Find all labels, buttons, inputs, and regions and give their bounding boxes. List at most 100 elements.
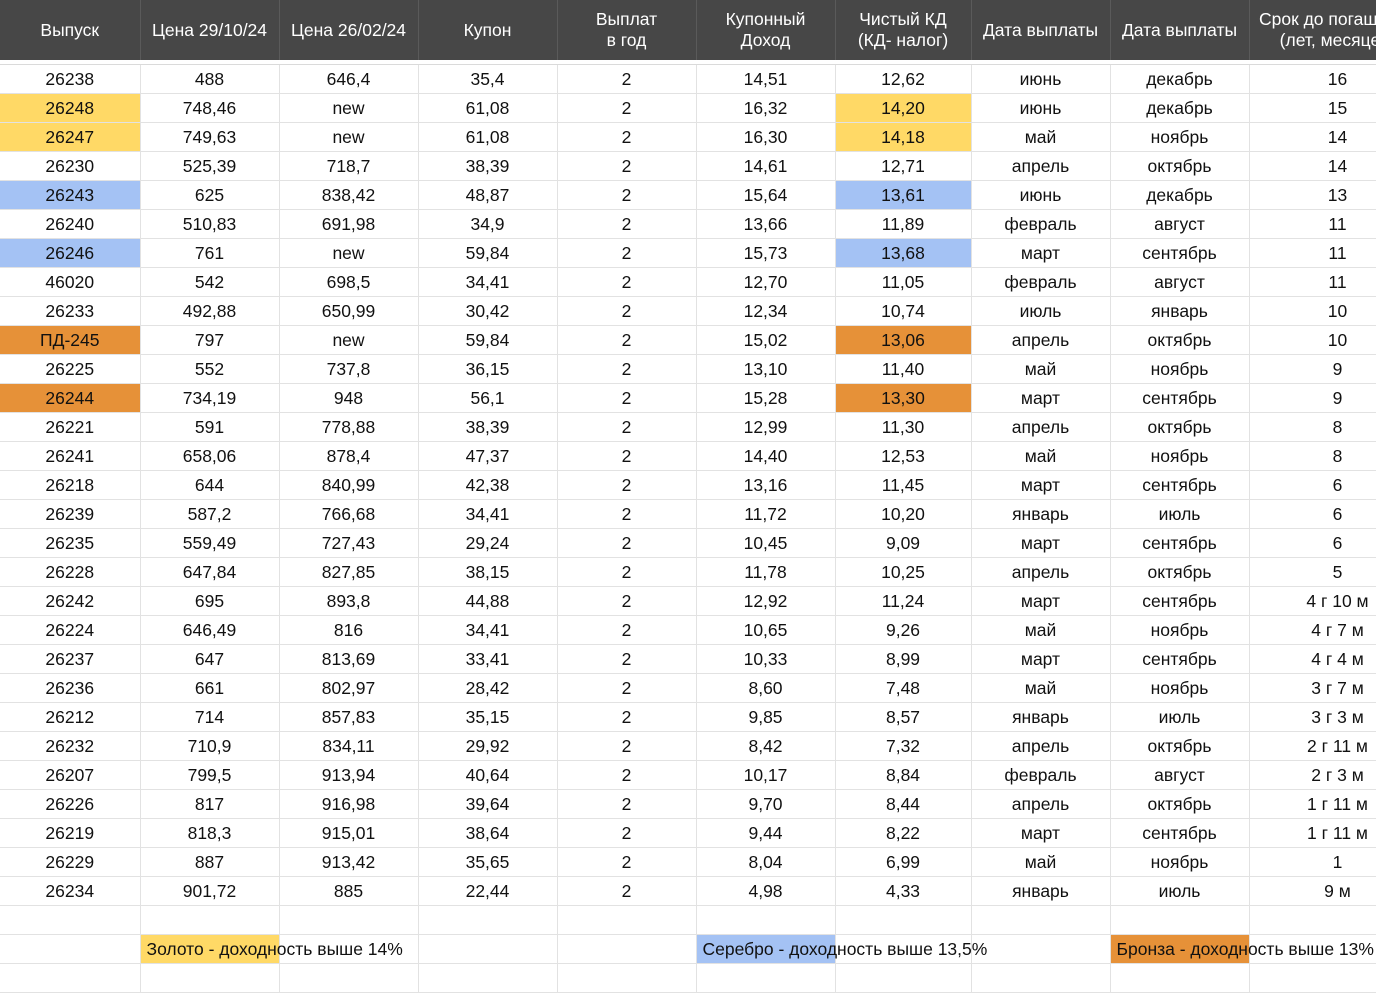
cell-price-feb[interactable]: 718,7 xyxy=(279,151,419,181)
cell-net-yield[interactable]: 8,57 xyxy=(835,702,972,732)
cell-issue[interactable]: 46020 xyxy=(0,267,141,297)
cell-pay-date-2[interactable]: сентябрь xyxy=(1110,383,1250,413)
cell-coupon[interactable]: 28,42 xyxy=(418,673,558,703)
cell-coupon-yield[interactable]: 10,45 xyxy=(696,528,836,558)
empty-cell[interactable] xyxy=(0,963,141,993)
cell-net-yield[interactable]: 12,71 xyxy=(835,151,972,181)
column-header-price-oct[interactable]: Цена 29/10/24 xyxy=(140,0,280,60)
cell-pay-date-2[interactable]: сентябрь xyxy=(1110,644,1250,674)
cell-payments[interactable]: 2 xyxy=(557,644,697,674)
cell-payments[interactable]: 2 xyxy=(557,383,697,413)
cell-pay-date-2[interactable]: декабрь xyxy=(1110,93,1250,123)
cell-coupon[interactable]: 34,41 xyxy=(418,267,558,297)
cell-net-yield[interactable]: 12,62 xyxy=(835,64,972,94)
cell-payments[interactable]: 2 xyxy=(557,673,697,703)
cell-pay-date-1[interactable]: июль xyxy=(971,296,1111,326)
cell-issue[interactable]: 26241 xyxy=(0,441,141,471)
cell-maturity[interactable]: 1 г 11 м xyxy=(1249,789,1376,819)
cell-coupon[interactable]: 35,15 xyxy=(418,702,558,732)
cell-price-feb[interactable]: 840,99 xyxy=(279,470,419,500)
cell-net-yield[interactable]: 9,09 xyxy=(835,528,972,558)
cell-pay-date-1[interactable]: май xyxy=(971,847,1111,877)
cell-maturity[interactable]: 16 xyxy=(1249,64,1376,94)
cell-coupon-yield[interactable]: 11,72 xyxy=(696,499,836,529)
cell-price-oct[interactable]: 587,2 xyxy=(140,499,280,529)
cell-price-oct[interactable]: 714 xyxy=(140,702,280,732)
column-header-coupon[interactable]: Купон xyxy=(418,0,558,60)
cell-issue[interactable]: 26207 xyxy=(0,760,141,790)
cell-coupon-yield[interactable]: 14,61 xyxy=(696,151,836,181)
cell-pay-date-2[interactable]: июль xyxy=(1110,876,1250,906)
cell-issue[interactable]: ПД-245 xyxy=(0,325,141,355)
empty-cell[interactable] xyxy=(1110,963,1250,993)
cell-coupon-yield[interactable]: 14,40 xyxy=(696,441,836,471)
cell-maturity[interactable]: 9 xyxy=(1249,383,1376,413)
cell-net-yield[interactable]: 14,18 xyxy=(835,122,972,152)
cell-pay-date-2[interactable]: октябрь xyxy=(1110,557,1250,587)
cell-price-oct[interactable]: 748,46 xyxy=(140,93,280,123)
cell-net-yield[interactable]: 11,40 xyxy=(835,354,972,384)
cell-coupon-yield[interactable]: 4,98 xyxy=(696,876,836,906)
cell-pay-date-1[interactable]: июнь xyxy=(971,64,1111,94)
cell-net-yield[interactable]: 6,99 xyxy=(835,847,972,877)
cell-maturity[interactable]: 2 г 3 м xyxy=(1249,760,1376,790)
empty-cell[interactable] xyxy=(557,934,697,964)
cell-payments[interactable]: 2 xyxy=(557,470,697,500)
cell-price-feb[interactable]: 948 xyxy=(279,383,419,413)
cell-coupon-yield[interactable]: 10,65 xyxy=(696,615,836,645)
cell-price-oct[interactable]: 591 xyxy=(140,412,280,442)
cell-pay-date-1[interactable]: март xyxy=(971,383,1111,413)
cell-pay-date-1[interactable]: март xyxy=(971,238,1111,268)
cell-payments[interactable]: 2 xyxy=(557,151,697,181)
cell-coupon-yield[interactable]: 8,42 xyxy=(696,731,836,761)
cell-pay-date-1[interactable]: май xyxy=(971,673,1111,703)
cell-price-feb[interactable]: 838,42 xyxy=(279,180,419,210)
cell-pay-date-2[interactable]: октябрь xyxy=(1110,151,1250,181)
cell-issue[interactable]: 26212 xyxy=(0,702,141,732)
cell-price-feb[interactable]: 691,98 xyxy=(279,209,419,239)
empty-cell[interactable] xyxy=(140,905,280,935)
cell-coupon[interactable]: 38,39 xyxy=(418,412,558,442)
cell-price-feb[interactable]: 737,8 xyxy=(279,354,419,384)
cell-price-oct[interactable]: 625 xyxy=(140,180,280,210)
cell-pay-date-1[interactable]: апрель xyxy=(971,325,1111,355)
cell-coupon[interactable]: 61,08 xyxy=(418,122,558,152)
cell-pay-date-1[interactable]: апрель xyxy=(971,557,1111,587)
column-header-coupon-yield[interactable]: Купонный Доход xyxy=(696,0,836,60)
cell-payments[interactable]: 2 xyxy=(557,296,697,326)
cell-pay-date-1[interactable]: апрель xyxy=(971,789,1111,819)
cell-coupon-yield[interactable]: 8,04 xyxy=(696,847,836,877)
cell-pay-date-1[interactable]: июнь xyxy=(971,93,1111,123)
cell-coupon-yield[interactable]: 12,92 xyxy=(696,586,836,616)
cell-coupon[interactable]: 38,15 xyxy=(418,557,558,587)
cell-price-feb[interactable]: 913,42 xyxy=(279,847,419,877)
cell-pay-date-2[interactable]: сентябрь xyxy=(1110,238,1250,268)
cell-maturity[interactable]: 10 xyxy=(1249,325,1376,355)
cell-maturity[interactable]: 11 xyxy=(1249,267,1376,297)
cell-coupon[interactable]: 34,9 xyxy=(418,209,558,239)
empty-cell[interactable] xyxy=(279,963,419,993)
cell-payments[interactable]: 2 xyxy=(557,615,697,645)
cell-net-yield[interactable]: 11,30 xyxy=(835,412,972,442)
cell-price-oct[interactable]: 661 xyxy=(140,673,280,703)
cell-price-oct[interactable]: 901,72 xyxy=(140,876,280,906)
cell-coupon-yield[interactable]: 16,30 xyxy=(696,122,836,152)
cell-price-oct[interactable]: 818,3 xyxy=(140,818,280,848)
cell-coupon-yield[interactable]: 10,17 xyxy=(696,760,836,790)
cell-price-feb[interactable]: 834,11 xyxy=(279,731,419,761)
cell-coupon-yield[interactable]: 12,70 xyxy=(696,267,836,297)
cell-coupon-yield[interactable]: 13,66 xyxy=(696,209,836,239)
cell-pay-date-2[interactable]: сентябрь xyxy=(1110,818,1250,848)
cell-payments[interactable]: 2 xyxy=(557,528,697,558)
column-header-price-feb[interactable]: Цена 26/02/24 xyxy=(279,0,419,60)
cell-coupon[interactable]: 34,41 xyxy=(418,615,558,645)
cell-price-oct[interactable]: 647 xyxy=(140,644,280,674)
cell-issue[interactable]: 26248 xyxy=(0,93,141,123)
cell-price-oct[interactable]: 644 xyxy=(140,470,280,500)
cell-pay-date-2[interactable]: октябрь xyxy=(1110,731,1250,761)
cell-net-yield[interactable]: 13,06 xyxy=(835,325,972,355)
cell-price-feb[interactable]: new xyxy=(279,238,419,268)
cell-pay-date-2[interactable]: сентябрь xyxy=(1110,528,1250,558)
cell-net-yield[interactable]: 13,30 xyxy=(835,383,972,413)
cell-pay-date-1[interactable]: апрель xyxy=(971,151,1111,181)
